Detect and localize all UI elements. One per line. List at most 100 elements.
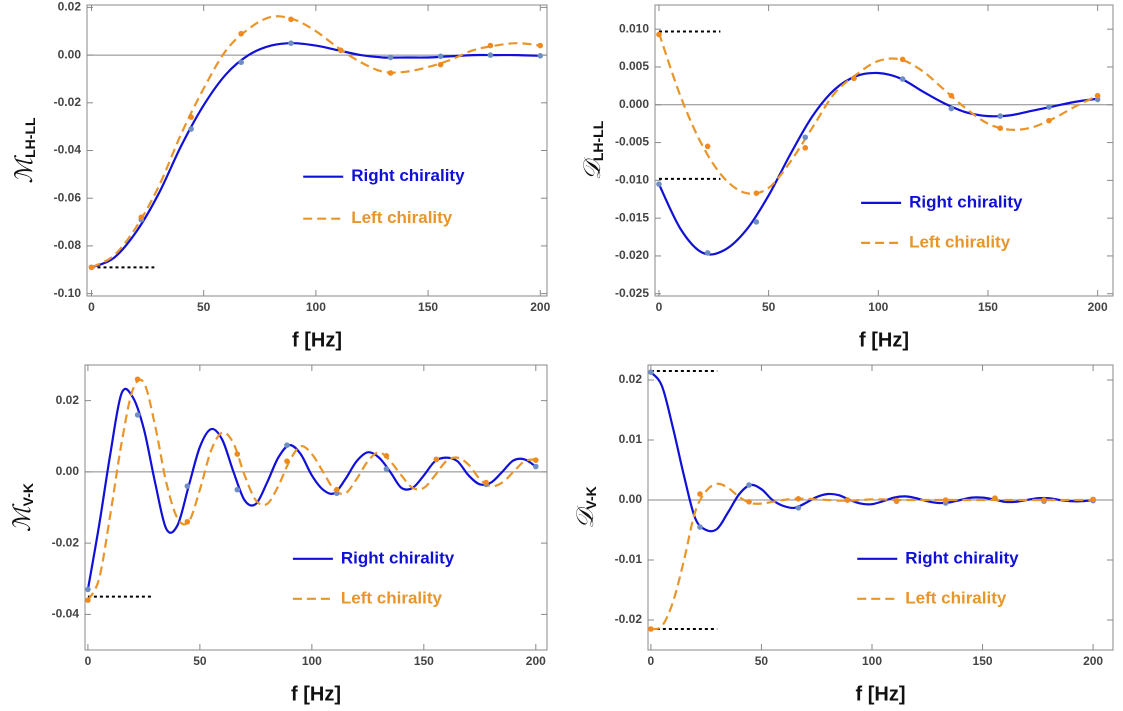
sample-point [1046,104,1052,110]
x-tick-label: 100 [306,300,326,314]
y-tick-label: -0.020 [615,248,649,262]
series-line [86,378,536,601]
sample-point [844,497,851,503]
x-tick-label: 150 [978,300,998,314]
sample-point [383,453,390,459]
y-tick-label: -0.04 [54,143,82,157]
y-axis-symbol: ℳ [10,155,38,184]
sample-point [656,181,662,187]
y-tick-label: -0.005 [615,135,649,149]
x-axis-label: f [Hz] [291,683,341,705]
sample-point [387,54,394,61]
sample-point [387,70,394,76]
y-axis-label: ℳLH-LL [10,117,38,184]
legend-label: Right chirality [341,548,455,567]
sample-point [288,16,294,23]
legend-label: Right chirality [905,548,1019,567]
y-tick-label: -0.010 [615,173,649,187]
y-axis-subscript: LH-LL [22,117,38,158]
sample-point [537,53,544,59]
y-axis-label: 𝒟LH-LL [578,120,606,180]
x-axis-label: f [Hz] [859,329,909,351]
sample-point [697,524,703,530]
sample-point [138,214,145,221]
y-axis-label: ℳV-K [8,483,36,532]
y-tick-label: 0.000 [619,97,649,111]
sample-point [948,92,955,99]
x-tick-label: 0 [648,654,655,668]
sample-point [1094,92,1101,99]
sample-point [533,463,539,470]
plot-frame [647,364,1114,651]
sample-point [238,59,244,66]
sample-point [656,31,662,38]
sample-point [134,412,141,418]
x-tick-label: 200 [1083,654,1103,668]
x-tick-label: 0 [656,300,663,314]
sample-point [537,42,544,49]
sample-point [899,56,906,63]
panel: 0.02 0.00 -0.02 -0.04 0 50 100 150 200 f [Hz] ℳV-K… [8,364,548,705]
y-tick-label: -0.02 [615,612,643,626]
x-tick-label: 150 [418,300,438,314]
y-axis-subscript: V-K [583,486,599,509]
y-tick-label: 0.02 [58,0,82,14]
sample-point [746,499,752,505]
sample-point [893,497,900,504]
x-tick-label: 200 [530,300,550,314]
y-tick-label: -0.025 [615,286,649,300]
sample-point [284,442,290,448]
sample-point [1090,496,1096,503]
sample-point [942,497,949,503]
sample-point [746,482,752,488]
plot-frame [84,364,548,651]
x-tick-label: 50 [762,300,776,314]
y-tick-label: 0.02 [56,393,80,407]
y-axis-label: 𝒟V-K [571,486,599,529]
sample-point [85,597,91,603]
sample-point [851,75,857,82]
y-tick-label: -0.015 [615,210,649,224]
sample-point [704,143,711,150]
sample-point [437,53,444,60]
sample-point [992,495,998,502]
y-tick-label: -0.02 [52,535,80,549]
sample-point [437,61,444,68]
sample-point [802,134,809,141]
sample-point [997,125,1004,132]
plot-frame [654,4,1114,297]
x-axis-label: f [Hz] [856,683,906,705]
y-tick-label: -0.08 [54,238,82,252]
x-tick-label: 200 [526,654,546,668]
sample-point [648,369,654,376]
series-line [657,32,1099,195]
y-tick-label: 0.01 [619,432,643,446]
sample-point [88,264,95,271]
sample-point [697,491,703,497]
legend-label: Right chirality [351,166,465,185]
sample-point [795,505,802,511]
series-line [91,42,541,269]
sample-point [383,466,390,472]
x-tick-label: 200 [1088,300,1108,314]
y-tick-label: -0.02 [54,95,82,109]
y-tick-label: -0.01 [615,552,643,566]
y-axis-subscript: LH-LL [590,120,606,161]
x-tick-label: 100 [302,654,322,668]
series-line [650,482,1094,631]
sample-point [753,190,760,197]
sample-point [487,52,494,58]
x-tick-label: 50 [755,654,769,668]
y-tick-label: -0.04 [52,607,80,621]
y-tick-label: 0.010 [619,21,649,35]
sample-point [134,376,141,383]
sample-point [487,42,494,49]
y-tick-label: 0.02 [619,372,643,386]
series-line [657,71,1098,256]
sample-point [234,451,241,457]
sample-point [238,30,244,37]
sample-point [184,483,191,489]
sample-point [533,457,539,463]
sample-point [433,456,440,463]
